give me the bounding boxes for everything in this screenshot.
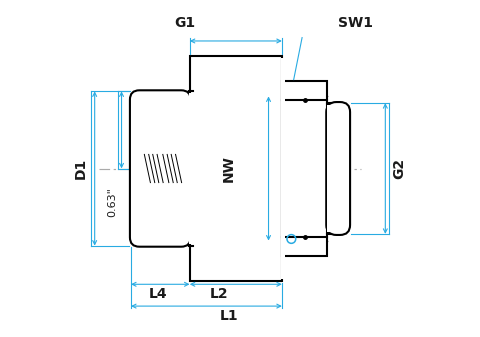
FancyBboxPatch shape (326, 102, 350, 235)
Bar (326, 105, 331, 232)
Text: D1: D1 (73, 158, 87, 179)
Text: G1: G1 (174, 16, 195, 30)
Text: G2: G2 (393, 158, 407, 179)
Bar (190, 56, 282, 281)
Bar (189, 93, 193, 244)
Text: 0.63": 0.63" (107, 187, 117, 217)
Text: L4: L4 (149, 287, 168, 301)
FancyBboxPatch shape (130, 90, 191, 247)
Text: NW: NW (221, 155, 235, 182)
Text: L1: L1 (220, 309, 239, 323)
Text: L2: L2 (210, 287, 228, 301)
Bar (282, 81, 327, 256)
Bar (281, 58, 285, 279)
Text: SW1: SW1 (338, 16, 373, 30)
